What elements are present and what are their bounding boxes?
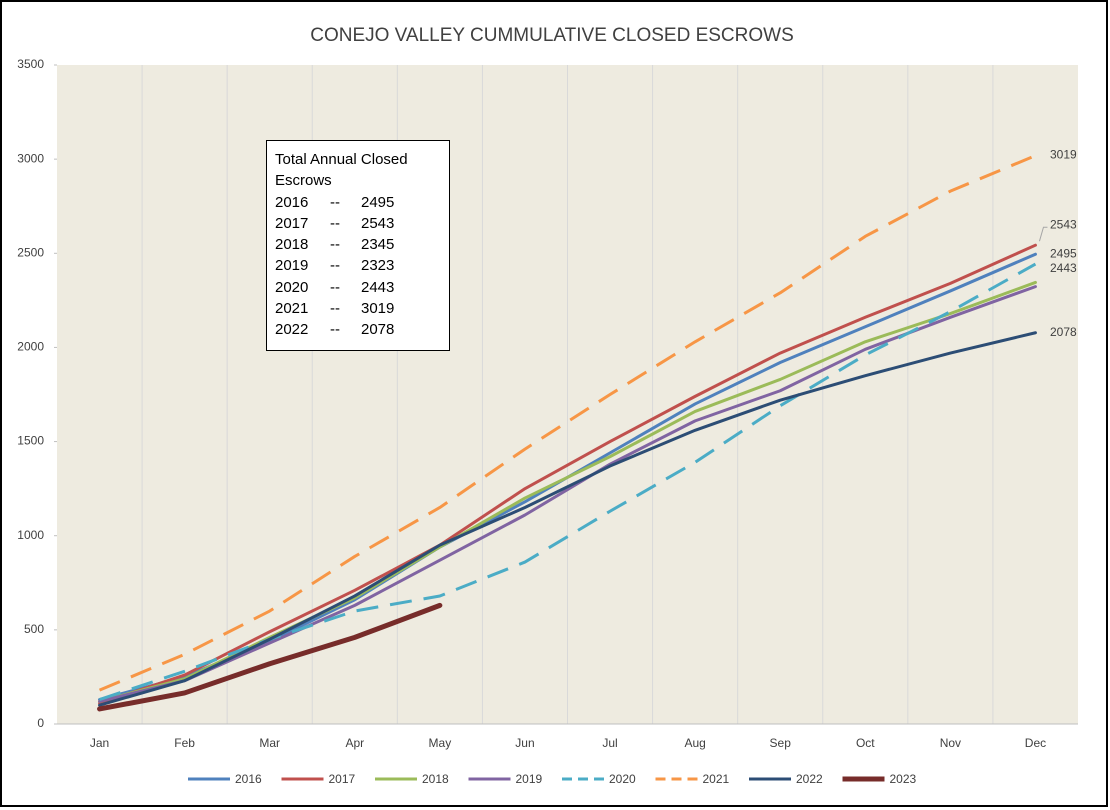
series-line <box>97 602 443 712</box>
legend-label: 2019 <box>516 772 543 786</box>
series-line <box>98 243 1037 705</box>
annotation-row: 2018 -- 2345 <box>275 234 441 255</box>
annotation-cell: 2020 <box>275 278 309 296</box>
annotation-cell: 3019 <box>361 300 395 318</box>
x-tick-label: Mar <box>259 736 280 750</box>
x-tick-label: Aug <box>684 736 705 750</box>
x-tick-label: Jan <box>90 736 109 750</box>
annotation-cell: 2495 <box>361 193 395 211</box>
annotation-cell: 2323 <box>361 257 395 275</box>
y-tick-label: 3500 <box>17 57 44 71</box>
x-tick-label: Feb <box>174 736 195 750</box>
annotation-cell: 2078 <box>361 321 395 339</box>
annotation-cell: 2017 <box>275 214 309 232</box>
legend-label: 2022 <box>796 772 823 786</box>
x-tick-label: Apr <box>345 736 364 750</box>
chart-title: CONEJO VALLEY CUMMULATIVE CLOSED ESCROWS <box>310 25 794 46</box>
annotation-cell: 2443 <box>361 278 395 296</box>
legend-label: 2020 <box>609 772 636 786</box>
y-tick-label: 500 <box>24 622 44 636</box>
annotation-row: 2021 -- 3019 <box>275 298 441 319</box>
end-label: 2078 <box>1050 325 1077 339</box>
end-label: 3019 <box>1050 148 1077 162</box>
x-tick-label: Sep <box>770 736 792 750</box>
x-tick-label: Oct <box>856 736 875 750</box>
end-label: 2495 <box>1050 246 1077 260</box>
annotation-cell: -- <box>330 214 340 232</box>
annotation-row: 2020 -- 2443 <box>275 277 441 298</box>
legend-label: 2018 <box>422 772 449 786</box>
annotation-row: 2019 -- 2323 <box>275 255 441 276</box>
annotation-cell: 2543 <box>361 214 395 232</box>
leader-line <box>1038 226 1048 242</box>
annotation-row: 2016 -- 2495 <box>275 192 441 213</box>
legend-label: 2017 <box>329 772 356 786</box>
annotation-cell: 2021 <box>275 300 309 318</box>
annotation-row: 2022 -- 2078 <box>275 319 441 340</box>
y-tick-label: 2500 <box>17 245 44 259</box>
annotation-cell: 2016 <box>275 193 309 211</box>
annotation-cell: 2022 <box>275 321 309 339</box>
annotation-cell: 2019 <box>275 257 309 275</box>
annotation-title: Total Annual Closed Escrows <box>275 151 408 190</box>
x-tick-label: Jun <box>515 736 534 750</box>
annotation-cell: -- <box>330 300 340 318</box>
annotation-cell: -- <box>330 321 340 339</box>
annotation-cell: -- <box>330 278 340 296</box>
y-tick-label: 1000 <box>17 528 44 542</box>
y-tick-label: 0 <box>37 716 44 730</box>
series-line <box>98 280 1037 703</box>
end-label: 2443 <box>1050 261 1077 275</box>
legend-label: 2023 <box>890 772 917 786</box>
y-tick-label: 1500 <box>17 434 44 448</box>
x-tick-label: May <box>429 736 452 750</box>
y-tick-label: 2000 <box>17 340 44 354</box>
annotation-cell: 2018 <box>275 236 309 254</box>
annotation-cell: -- <box>330 236 340 254</box>
annotation-cell: -- <box>330 193 340 211</box>
end-label: 2543 <box>1050 217 1077 231</box>
annotation-cell: 2345 <box>361 236 395 254</box>
y-tick-label: 3000 <box>17 151 44 165</box>
annotation-box: Total Annual Closed Escrows 2016 -- 2495 20… <box>266 140 450 351</box>
x-tick-label: Nov <box>940 736 961 750</box>
annotation-cell: -- <box>330 257 340 275</box>
series-line <box>98 331 1037 707</box>
legend-label: 2021 <box>703 772 730 786</box>
x-tick-label: Dec <box>1025 736 1046 750</box>
x-tick-label: Jul <box>602 736 617 750</box>
legend-label: 2016 <box>235 772 262 786</box>
annotation-row: 2017 -- 2543 <box>275 213 441 234</box>
series-line <box>99 262 1037 701</box>
series-line <box>98 285 1037 703</box>
series-line <box>98 154 1037 692</box>
